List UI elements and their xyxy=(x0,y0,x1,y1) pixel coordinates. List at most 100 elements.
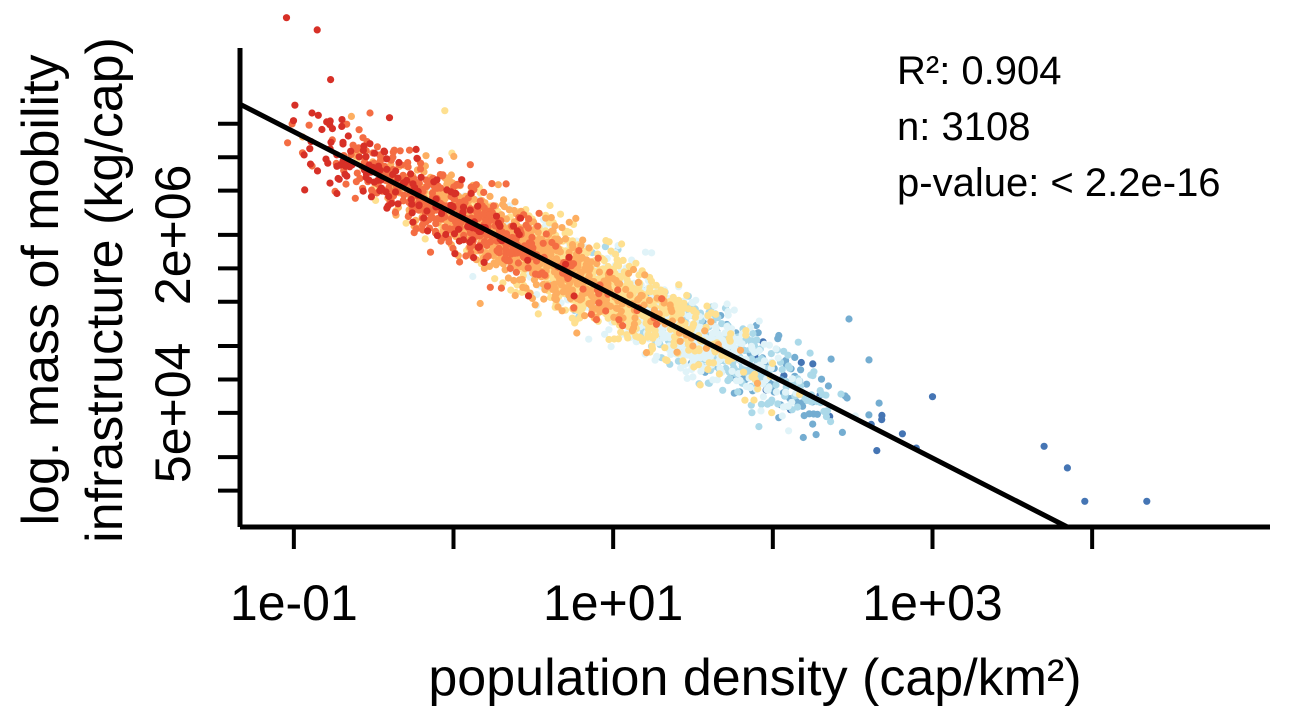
data-point xyxy=(313,167,322,175)
data-point xyxy=(475,243,483,251)
data-point xyxy=(675,296,683,304)
data-point xyxy=(585,244,593,252)
data-point xyxy=(662,356,670,364)
data-point xyxy=(721,329,729,337)
data-point xyxy=(374,162,383,170)
y-axis: 5e+04 2e+06 xyxy=(145,48,243,527)
data-point xyxy=(579,236,587,244)
data-point xyxy=(689,373,697,381)
data-point xyxy=(327,76,335,84)
data-point xyxy=(619,256,627,264)
data-point xyxy=(423,207,431,215)
data-point xyxy=(469,272,477,281)
data-point xyxy=(550,280,559,288)
data-point xyxy=(542,214,550,222)
data-point xyxy=(750,396,758,404)
data-point xyxy=(728,367,736,375)
y-tick-label: 2e+06 xyxy=(145,165,201,305)
data-point xyxy=(642,349,651,357)
data-point xyxy=(467,189,475,197)
data-point xyxy=(605,326,613,334)
data-point xyxy=(359,134,367,142)
data-point xyxy=(564,274,572,283)
data-point xyxy=(820,407,828,415)
y-axis-title-line2: infrastructure (kg/cap) xyxy=(76,37,134,543)
x-axis-title: population density (cap/km²) xyxy=(428,649,1081,707)
data-point xyxy=(843,394,851,402)
data-point xyxy=(395,158,403,167)
data-point xyxy=(412,145,420,153)
data-point xyxy=(683,291,691,299)
data-point xyxy=(385,192,393,201)
data-point xyxy=(634,333,643,341)
data-point xyxy=(367,193,375,201)
data-point xyxy=(284,139,292,147)
data-point xyxy=(338,122,346,130)
data-point xyxy=(359,187,367,195)
data-point xyxy=(768,409,776,417)
data-point xyxy=(408,200,416,208)
data-point xyxy=(718,320,726,328)
data-point xyxy=(695,347,703,355)
data-point xyxy=(631,314,639,322)
data-point xyxy=(669,293,677,301)
data-point xyxy=(282,14,291,22)
data-point xyxy=(426,248,435,256)
data-point xyxy=(328,125,336,133)
data-point xyxy=(602,296,611,304)
y-axis-title-line1: log. mass of mobility xyxy=(12,54,70,525)
data-point xyxy=(495,258,503,266)
data-point xyxy=(928,393,937,401)
data-point xyxy=(807,371,815,379)
regression-line xyxy=(238,101,1069,530)
data-point xyxy=(509,222,518,230)
data-point xyxy=(734,388,742,396)
data-point xyxy=(417,173,425,181)
data-point xyxy=(838,428,847,436)
data-point xyxy=(595,299,603,307)
data-point xyxy=(626,291,634,299)
data-point xyxy=(466,206,474,214)
data-point xyxy=(458,176,466,184)
data-point xyxy=(546,201,554,210)
data-point xyxy=(679,357,687,365)
data-point xyxy=(485,262,494,270)
data-point xyxy=(760,340,768,348)
data-point xyxy=(587,310,595,318)
data-point xyxy=(383,155,391,163)
data-point xyxy=(466,161,474,169)
data-point xyxy=(385,114,394,122)
data-point xyxy=(683,374,691,382)
data-point xyxy=(668,307,676,316)
data-point xyxy=(562,260,570,268)
data-point xyxy=(510,206,518,215)
data-point xyxy=(534,222,542,230)
data-point xyxy=(778,412,786,420)
data-point xyxy=(595,268,604,276)
data-point xyxy=(492,212,501,220)
data-point xyxy=(736,376,744,385)
data-point xyxy=(689,342,697,350)
x-axis: 1e-01 1e+01 1e+03 xyxy=(230,524,1270,631)
data-point xyxy=(622,285,630,293)
data-point xyxy=(652,281,660,289)
data-point xyxy=(748,409,756,417)
data-point xyxy=(605,335,613,344)
data-point xyxy=(380,147,388,155)
data-point xyxy=(797,366,805,374)
data-point xyxy=(455,225,463,233)
data-point xyxy=(561,235,570,243)
x-tick-label: 1e-01 xyxy=(230,575,358,631)
data-point xyxy=(344,132,352,140)
data-point xyxy=(711,323,719,331)
data-point xyxy=(806,349,814,357)
data-point xyxy=(466,238,474,246)
data-point xyxy=(351,194,359,202)
data-point xyxy=(570,304,578,312)
data-point xyxy=(791,353,799,361)
data-point xyxy=(399,197,407,205)
data-point xyxy=(510,276,518,285)
data-point xyxy=(837,390,845,398)
data-point xyxy=(318,125,326,134)
data-point xyxy=(449,202,457,210)
